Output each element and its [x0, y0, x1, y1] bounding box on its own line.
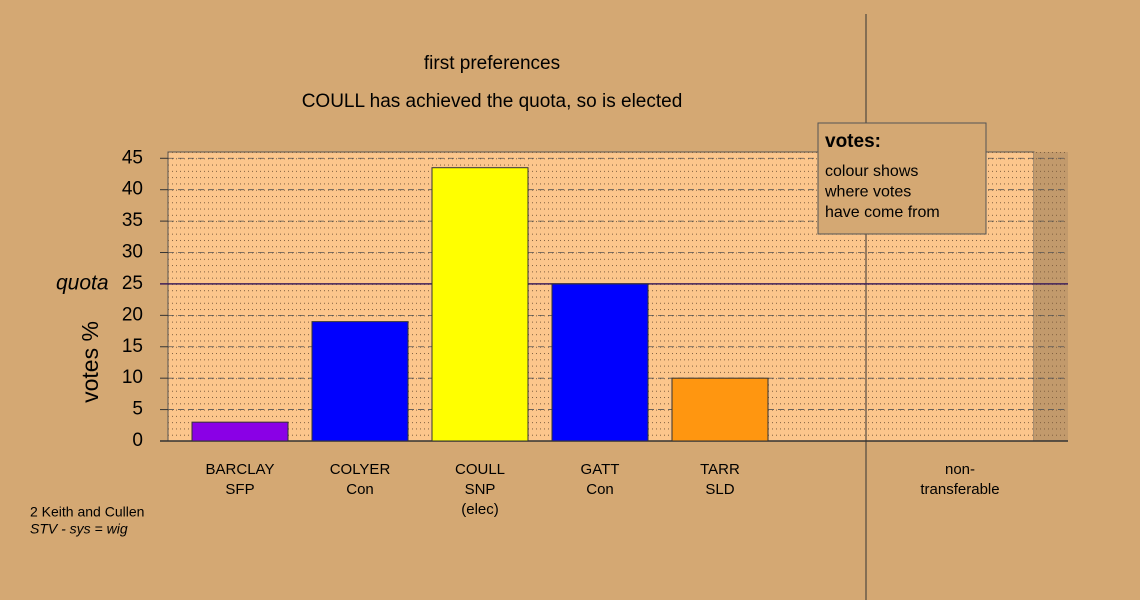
legend-text: colour shows [825, 163, 918, 180]
bar [671, 377, 769, 442]
footnote: 2 Keith and Cullen [30, 504, 144, 520]
bar [311, 321, 409, 442]
x-tick-label: TARR [700, 461, 740, 478]
x-tick-label: COLYER [330, 461, 391, 478]
y-tick-label: 10 [122, 367, 143, 388]
y-tick-label: 30 [122, 242, 143, 263]
x-tick-label: SLD [705, 481, 734, 498]
quota-label: quota [56, 271, 109, 294]
y-tick-label: 20 [122, 304, 143, 325]
x-tick-label: Con [346, 481, 374, 498]
bar [551, 283, 649, 442]
y-axis-label: votes % [77, 321, 103, 403]
y-tick-label: 5 [132, 399, 143, 420]
legend-box [817, 122, 987, 235]
y-tick-label: 35 [122, 210, 143, 231]
y-tick-label: 0 [132, 430, 143, 451]
bar [191, 421, 289, 442]
x-tick-label: (elec) [461, 501, 499, 518]
legend-title: votes: [825, 131, 881, 152]
x-tick-label: SFP [225, 481, 254, 498]
x-tick-label: non- [945, 461, 975, 478]
y-tick-label: 25 [122, 273, 143, 294]
y-tick-label: 40 [122, 179, 143, 200]
legend-text: have come from [825, 204, 940, 221]
x-tick-label: GATT [581, 461, 620, 478]
bar [431, 167, 529, 442]
x-tick-label: SNP [465, 481, 496, 498]
y-tick-label: 15 [122, 336, 143, 357]
x-tick-label: BARCLAY [206, 461, 275, 478]
footnote: STV - sys = wig [30, 521, 128, 537]
x-tick-label: transferable [920, 481, 999, 498]
chart-subtitle: COULL has achieved the quota, so is elec… [302, 91, 683, 112]
y-tick-label: 45 [122, 147, 143, 168]
x-tick-label: Con [586, 481, 614, 498]
chart-title: first preferences [424, 53, 560, 74]
x-tick-label: COULL [455, 461, 505, 478]
legend-text: where votes [824, 184, 911, 201]
